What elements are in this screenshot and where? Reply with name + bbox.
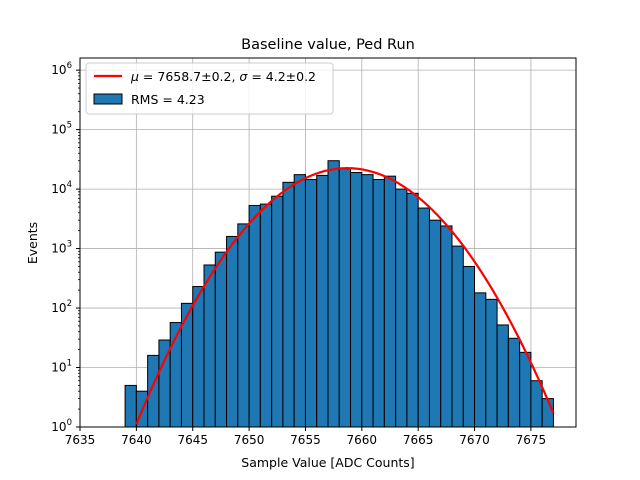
y-axis-ticks: 100 101 102 103 104 105 106 — [51, 61, 80, 434]
legend-histogram-label: RMS = 4.23 — [131, 92, 205, 107]
histogram-bar — [192, 286, 205, 428]
histogram-bar — [214, 251, 228, 428]
legend-sigma-value: = 4.2±0.2 — [247, 69, 316, 84]
histogram-bar — [304, 178, 318, 428]
histogram-bar — [361, 174, 374, 428]
x-tick-label: 7650 — [234, 433, 265, 447]
y-axis-label: Events — [25, 222, 40, 264]
y-tick-label: 100 — [51, 418, 72, 434]
y-tick-label: 106 — [51, 61, 72, 77]
y-tick-label: 101 — [51, 359, 72, 375]
histogram-bar — [383, 175, 397, 428]
histogram-bar — [530, 380, 543, 428]
legend: μ = 7658.7±0.2, σ = 4.2±0.2 RMS = 4.23 — [85, 62, 334, 115]
histogram-bar — [237, 223, 250, 428]
y-tick-label: 104 — [51, 180, 72, 196]
histogram-bar — [519, 351, 532, 428]
x-tick-label: 7660 — [347, 433, 378, 447]
histogram-bars — [124, 160, 554, 428]
histogram-bar — [417, 207, 430, 428]
x-tick-label: 7635 — [65, 433, 96, 447]
legend-histogram-swatch — [93, 93, 123, 105]
x-axis-ticks: 7635 7640 7645 7650 7655 7660 7665 7670 7675 — [65, 427, 546, 447]
histogram-bar — [124, 384, 137, 428]
histogram-bar — [293, 174, 306, 428]
histogram-bar — [282, 181, 295, 428]
legend-fit-label: μ = 7658.7±0.2, σ = 4.2±0.2 — [130, 69, 316, 84]
histogram-bar — [462, 265, 476, 428]
y-tick-label: 102 — [51, 299, 72, 315]
histogram-bar — [327, 160, 340, 428]
legend-sigma-symbol: σ — [239, 69, 248, 84]
histogram-bar — [451, 245, 464, 428]
histogram-bar — [338, 168, 352, 428]
legend-mu-symbol: μ — [130, 69, 139, 84]
legend-box — [85, 62, 334, 115]
histogram-bar — [485, 298, 498, 428]
histogram-bar — [316, 174, 329, 428]
histogram-bar — [507, 337, 521, 428]
histogram-bar — [259, 203, 273, 428]
plot-frame — [79, 57, 577, 428]
x-tick-label: 7655 — [290, 433, 321, 447]
histogram-bar — [395, 188, 408, 428]
histogram-bar — [226, 235, 239, 428]
x-tick-label: 7670 — [459, 433, 490, 447]
histogram-bar — [440, 225, 453, 428]
histogram-bar — [248, 204, 261, 428]
y-tick-label: 103 — [51, 240, 72, 256]
histogram-bar — [350, 172, 363, 428]
x-tick-label: 7645 — [177, 433, 208, 447]
histogram-bar — [271, 195, 284, 428]
histogram-bar — [406, 192, 419, 428]
histogram-bar — [428, 219, 442, 428]
chart-title: Baseline value, Ped Run — [241, 37, 415, 53]
histogram-bar — [372, 178, 385, 428]
histogram-bar — [203, 264, 216, 428]
y-tick-label: 105 — [51, 121, 72, 137]
legend-mu-value: = 7658.7±0.2, — [139, 69, 239, 84]
x-axis-label: Sample Value [ADC Counts] — [241, 455, 414, 470]
x-tick-label: 7640 — [121, 433, 152, 447]
histogram-bar — [496, 324, 509, 428]
histogram-bar — [474, 292, 487, 428]
gaussian-fit-line — [135, 167, 555, 425]
x-tick-label: 7675 — [516, 433, 547, 447]
x-tick-label: 7665 — [403, 433, 434, 447]
